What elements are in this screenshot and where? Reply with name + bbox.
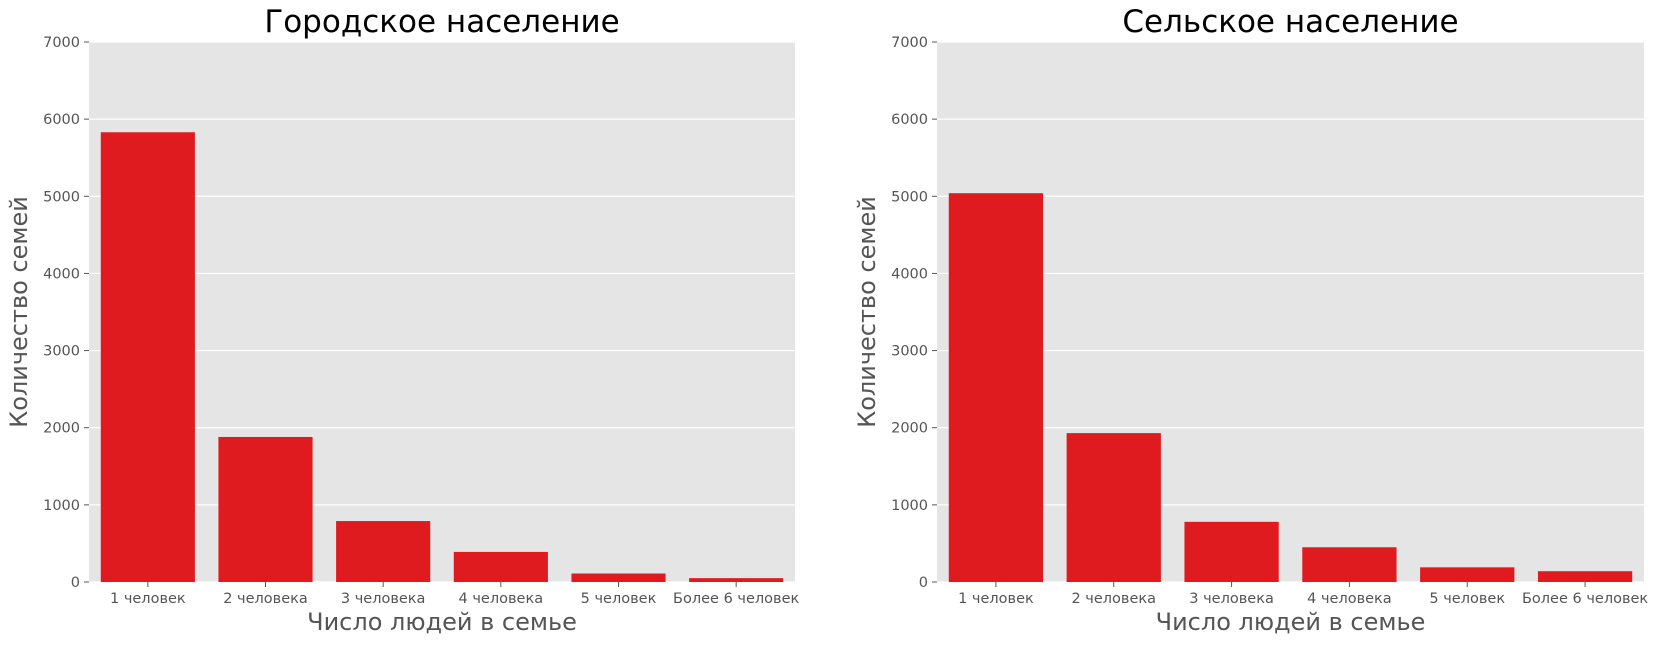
y-tick-label: 3000 (43, 344, 80, 360)
y-tick-label: 0 (71, 575, 80, 591)
y-tick-label: 2000 (43, 421, 80, 437)
y-tick-label: 6000 (891, 112, 928, 128)
y-axis-label: Количество семей (5, 196, 33, 428)
y-axis-label: Количество семей (853, 196, 881, 428)
chart-title: Сельское население (1122, 4, 1458, 40)
chart-rural: 0 1000 2000 3000 4000 5000 6000 7000 1 человек 2 … (853, 4, 1648, 636)
chart-urban: 0 1000 2000 3000 4000 5000 6000 7000 1 человек 2 … (5, 4, 800, 636)
x-tick-label: Более 6 человек (1522, 591, 1648, 607)
x-tick-label: 3 человека (1189, 591, 1274, 607)
x-axis-label: Число людей в семье (1156, 608, 1426, 636)
y-tick-label: 0 (919, 575, 928, 591)
x-tick-label: 1 человек (110, 591, 186, 607)
y-tick-label: 1000 (891, 498, 928, 514)
x-tick-label: Более 6 человек (673, 591, 799, 607)
bar (218, 436, 313, 582)
y-tick-label: 1000 (43, 498, 80, 514)
x-tick-label: 2 человека (223, 591, 308, 607)
plot-area (937, 42, 1644, 582)
y-tick-label: 7000 (891, 35, 928, 51)
bar (1537, 571, 1633, 582)
x-tick-label: 5 человек (581, 591, 657, 607)
bar (1184, 521, 1279, 582)
y-tick-label: 3000 (891, 344, 928, 360)
x-tick-label: 4 человека (459, 591, 544, 607)
bar (689, 578, 784, 582)
y-tick-label: 5000 (43, 189, 80, 205)
bar (1066, 433, 1161, 582)
y-tick-label: 6000 (43, 112, 80, 128)
x-axis-label: Число людей в семье (307, 608, 577, 636)
bar (336, 521, 431, 582)
y-tick-label: 4000 (891, 266, 928, 282)
chart-title: Городское население (264, 4, 619, 40)
x-tick-label: 4 человека (1307, 591, 1392, 607)
bar (948, 193, 1044, 582)
x-tick-label: 5 человек (1429, 591, 1505, 607)
bar (453, 551, 548, 582)
bar (100, 132, 195, 582)
x-tick-label: 2 человека (1071, 591, 1156, 607)
bar (1420, 567, 1515, 582)
y-tick-label: 5000 (891, 189, 928, 205)
y-tick-label: 2000 (891, 421, 928, 437)
x-tick-label: 3 человека (341, 591, 426, 607)
x-tick-label: 1 человек (958, 591, 1034, 607)
plot-area (89, 42, 795, 582)
bar (571, 573, 666, 582)
bar (1302, 547, 1397, 582)
y-tick-label: 7000 (43, 35, 80, 51)
y-tick-label: 4000 (43, 266, 80, 282)
